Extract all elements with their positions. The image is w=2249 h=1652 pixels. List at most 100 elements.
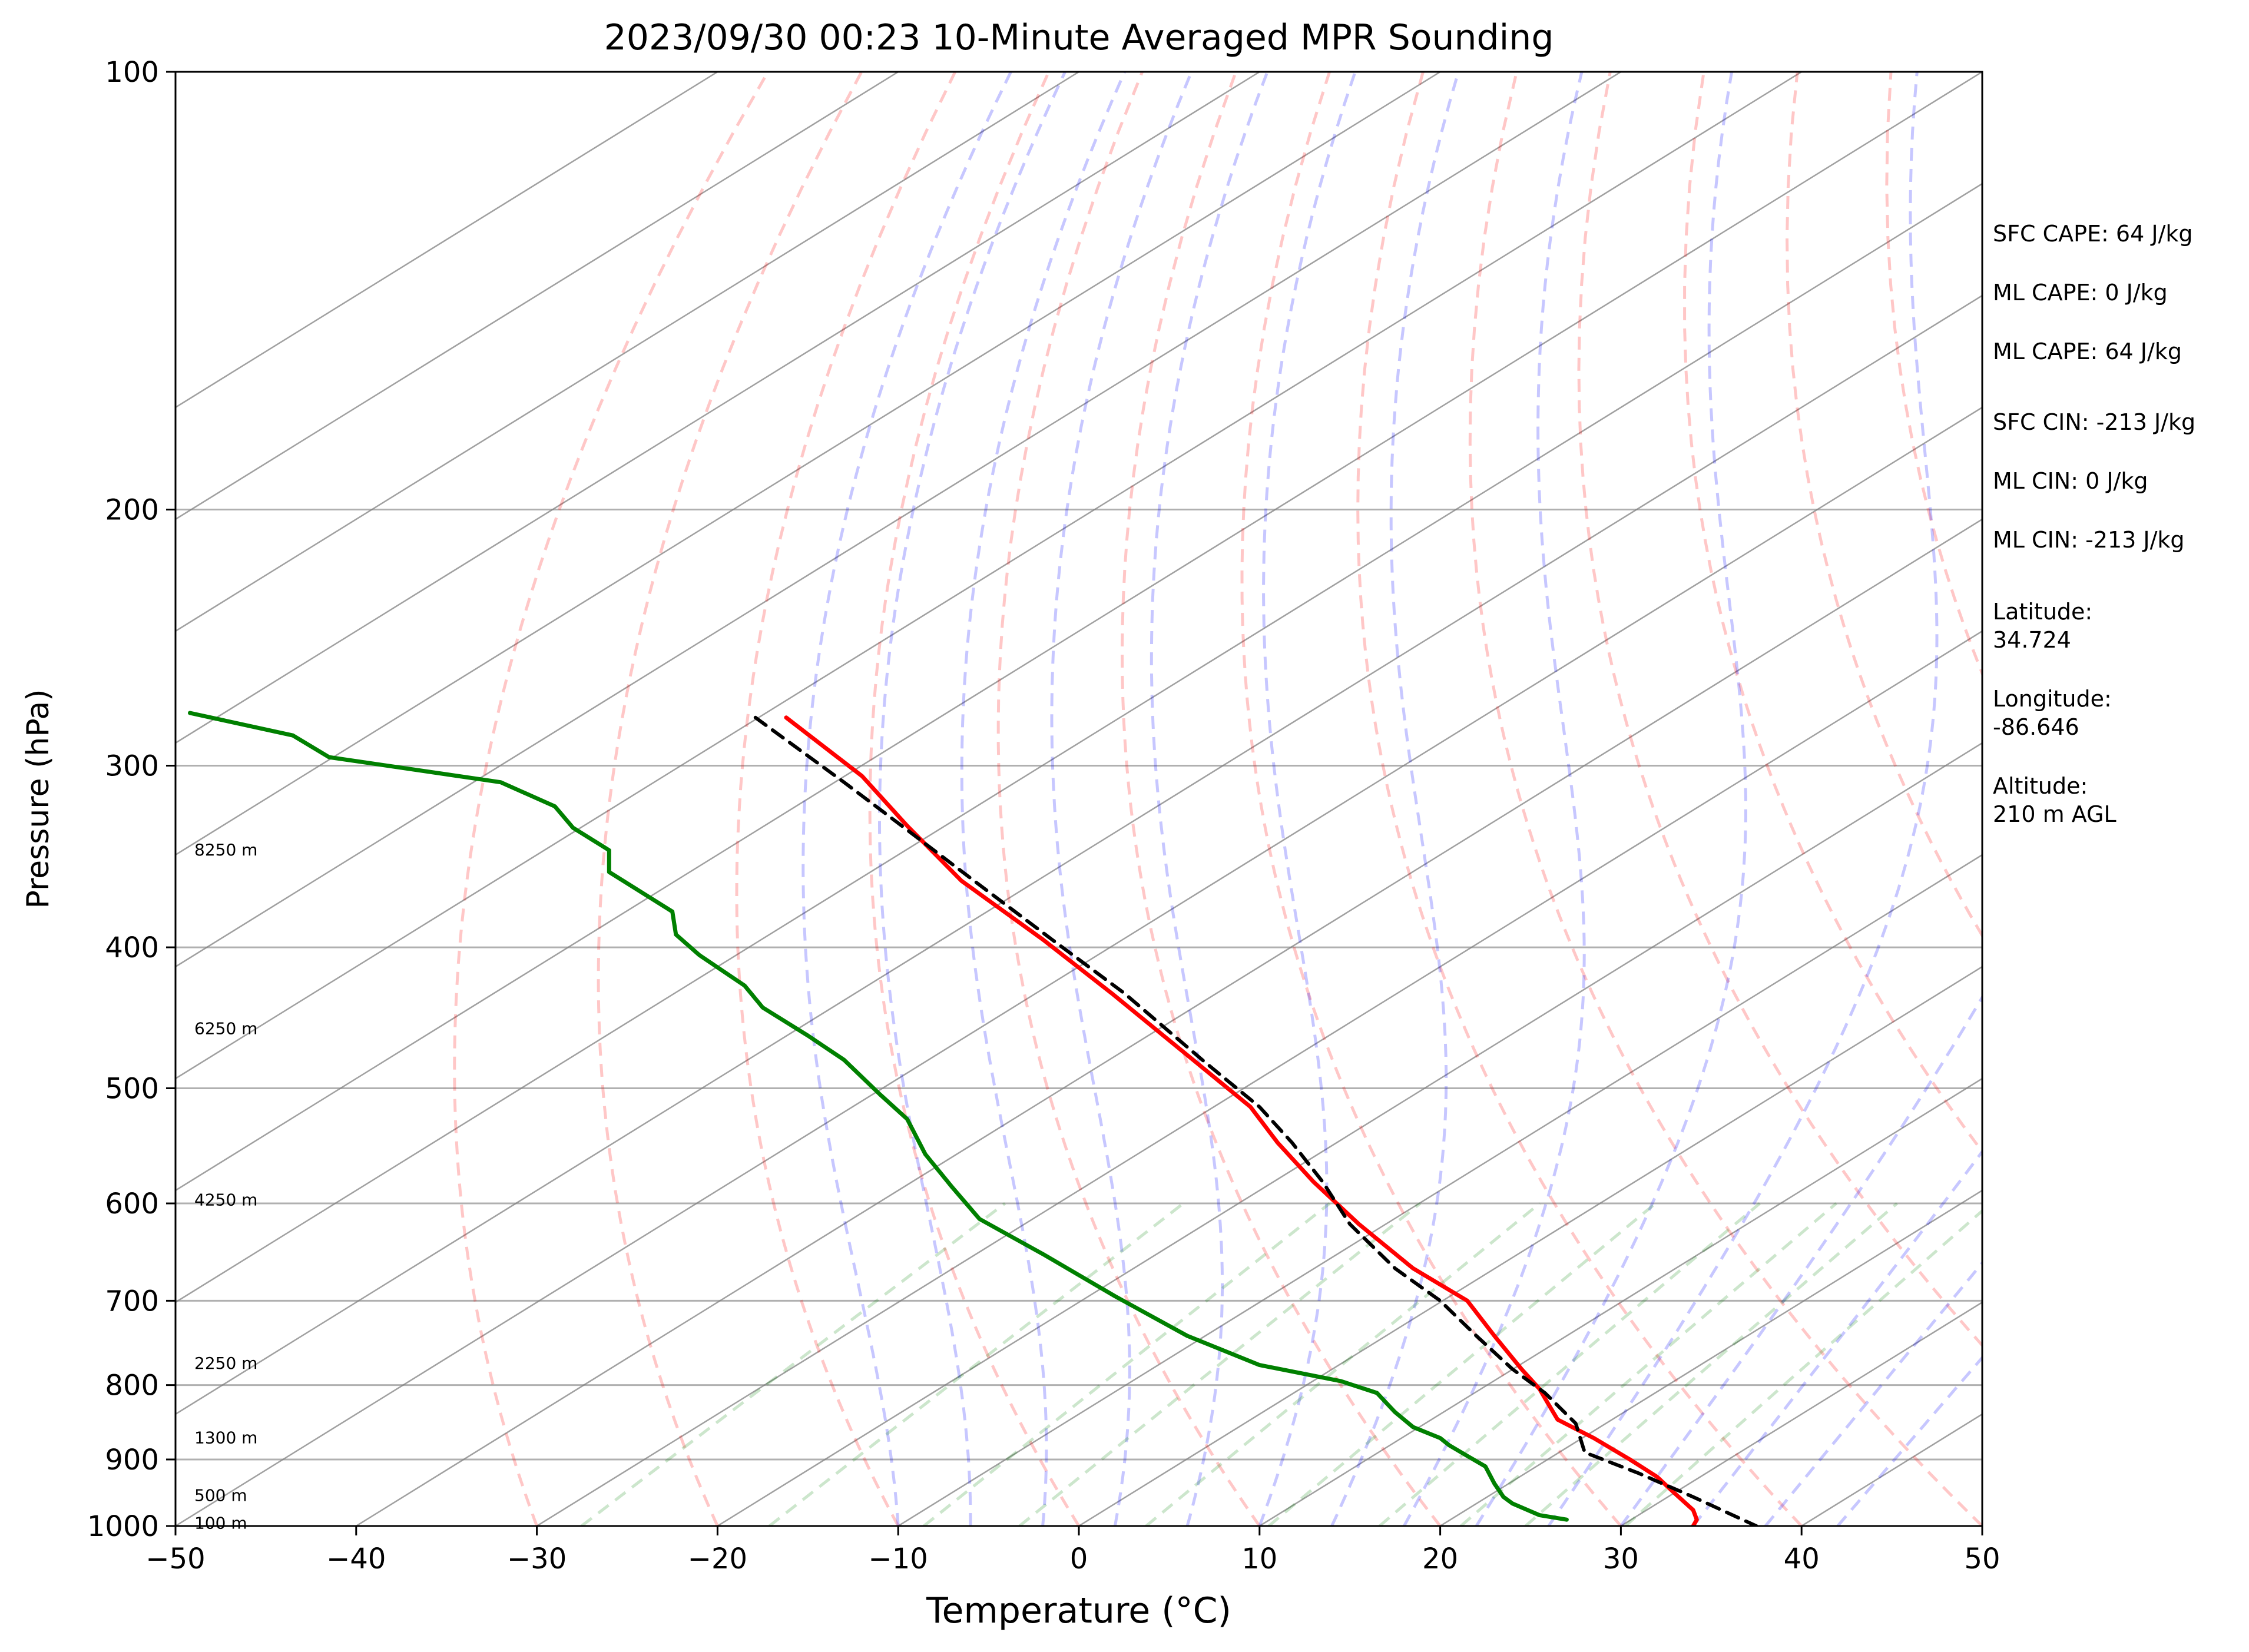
isotherm-line xyxy=(175,72,1622,968)
dry-adiabat-line xyxy=(1240,72,1622,1526)
height-label: 8250 m xyxy=(194,840,257,860)
mixing-ratio-line xyxy=(923,1202,1331,1526)
mixing-ratio-line xyxy=(1267,1202,1657,1526)
x-tick-label: 0 xyxy=(1070,1542,1088,1575)
moist-adiabat-line xyxy=(878,72,1066,1526)
y-tick-label: 300 xyxy=(105,749,159,782)
mixing-ratio-line xyxy=(1460,1202,1837,1526)
isotherm-line xyxy=(175,406,1982,1526)
isotherm-line xyxy=(175,72,1441,856)
y-tick-label: 900 xyxy=(105,1444,159,1477)
stats-annotation: SFC CIN: -213 J/kg xyxy=(1993,409,2195,435)
y-tick-label: 400 xyxy=(105,931,159,964)
mixing-ratio-line xyxy=(1018,1202,1422,1526)
moist-adiabat-line xyxy=(1330,72,1460,1526)
isotherm-line xyxy=(1078,966,1982,1526)
plot-area xyxy=(175,72,1982,1526)
stats-annotation: SFC CAPE: 64 J/kg xyxy=(1993,221,2193,247)
stats-annotation: ML CAPE: 0 J/kg xyxy=(1993,280,2168,306)
height-label: 500 m xyxy=(194,1485,247,1505)
x-tick-label: 50 xyxy=(1964,1542,2000,1575)
isotherm-line xyxy=(1259,1077,1982,1526)
y-tick-label: 700 xyxy=(105,1285,159,1318)
x-tick-label: −40 xyxy=(326,1542,386,1575)
isotherm-line xyxy=(175,183,1982,1303)
stats-annotation: ML CAPE: 64 J/kg xyxy=(1993,339,2182,364)
x-axis-label: Temperature (°C) xyxy=(926,1590,1231,1631)
stats-annotation: Latitude: 34.724 xyxy=(1993,599,2092,653)
isotherm-line xyxy=(175,72,899,520)
height-label: 100 m xyxy=(194,1514,247,1533)
x-tick-label: −50 xyxy=(145,1542,205,1575)
height-labels: 8250 m 6250 m 4250 m 2250 m 1300 m 500 m 100 m xyxy=(194,840,257,1533)
dry-adiabat-line xyxy=(868,72,1081,1526)
dry-adiabat-line xyxy=(996,72,1261,1526)
x-tick-label: −30 xyxy=(507,1542,567,1575)
height-label: 1300 m xyxy=(194,1428,257,1448)
chart-title: 2023/09/30 00:23 10-Minute Averaged MPR … xyxy=(604,17,1554,58)
isotherm-line xyxy=(536,630,1982,1526)
moist-adiabat-line xyxy=(1836,1355,1982,1526)
moist-adiabat-line xyxy=(1475,72,1747,1526)
isotherm-line xyxy=(1439,1189,1982,1526)
dry-adiabat-line xyxy=(597,72,863,1526)
moist-adiabat-line xyxy=(1692,1149,1982,1526)
y-tick-label: 100 xyxy=(105,56,159,89)
moist-adiabat-line xyxy=(801,72,1012,1526)
x-tick-label: 30 xyxy=(1603,1542,1639,1575)
y-tick-label: 600 xyxy=(105,1187,159,1220)
y-tick-label: 800 xyxy=(105,1369,159,1402)
y-axis-label: Pressure (hPa) xyxy=(21,689,56,909)
moist-adiabat-line xyxy=(1258,72,1357,1526)
mixing-ratio-line xyxy=(1624,1209,1982,1526)
mixing-ratio-line xyxy=(768,1202,1185,1526)
pressure-grid xyxy=(175,71,1982,1527)
isotherm-line xyxy=(175,72,718,409)
data-series xyxy=(188,711,1758,1526)
x-tick-label: 10 xyxy=(1241,1542,1277,1575)
stats-annotations: SFC CAPE: 64 J/kg ML CAPE: 0 J/kg ML CAPE:… xyxy=(1993,221,2195,827)
isotherm-line xyxy=(175,72,1982,1192)
isotherm-line xyxy=(897,854,1982,1526)
height-label: 4250 m xyxy=(194,1190,257,1210)
mixing-ratio-line xyxy=(1378,1202,1761,1526)
dry-adiabat-line xyxy=(453,72,770,1526)
dry-adiabat-line xyxy=(1683,72,1982,1154)
isotherm-line xyxy=(175,72,1079,632)
series-0-line xyxy=(784,715,1699,1526)
y-axis: 100 200 300 400 500 600 700 800 900 1000 xyxy=(87,56,175,1543)
stats-annotation: Altitude: 210 m AGL xyxy=(1993,773,2116,827)
isotherm-line xyxy=(175,72,1260,744)
series-1-line xyxy=(188,711,1569,1522)
stats-annotation: Longitude: -86.646 xyxy=(1993,686,2112,740)
mixing-ratio-line xyxy=(580,1202,1006,1526)
isotherm-line xyxy=(175,72,1802,1080)
x-axis: −50 −40 −30 −20 −10 0 10 20 30 40 50 xyxy=(145,1526,2000,1575)
mixing-ratio-line xyxy=(1145,1202,1541,1526)
y-tick-label: 200 xyxy=(105,494,159,527)
dry-adiabat-line xyxy=(1885,72,1982,678)
reference-lines xyxy=(175,72,1982,1526)
x-tick-label: 40 xyxy=(1784,1542,1820,1575)
moist-adiabat-line xyxy=(1764,1260,1982,1526)
moist-adiabat-line xyxy=(1403,72,1586,1526)
x-tick-label: −10 xyxy=(869,1542,928,1575)
isotherm-line xyxy=(717,742,1982,1526)
isotherm-line xyxy=(175,294,1982,1415)
mixing-ratio-line xyxy=(1524,1202,1898,1526)
height-label: 2250 m xyxy=(194,1354,257,1373)
dry-adiabat-line xyxy=(1468,72,1982,1526)
height-label: 6250 m xyxy=(194,1019,257,1038)
y-tick-label: 1000 xyxy=(87,1510,159,1543)
moist-adiabat-line xyxy=(1547,72,1939,1526)
y-tick-label: 500 xyxy=(105,1072,159,1105)
x-tick-label: −20 xyxy=(688,1542,747,1575)
dry-adiabat-line xyxy=(735,72,957,1526)
isotherm-line xyxy=(356,518,1982,1526)
stats-annotation: ML CIN: -213 J/kg xyxy=(1993,527,2185,553)
stats-annotation: ML CIN: 0 J/kg xyxy=(1993,468,2148,494)
series-2-line xyxy=(753,715,1758,1526)
x-tick-label: 20 xyxy=(1422,1542,1458,1575)
dry-adiabat-line xyxy=(1356,72,1803,1526)
